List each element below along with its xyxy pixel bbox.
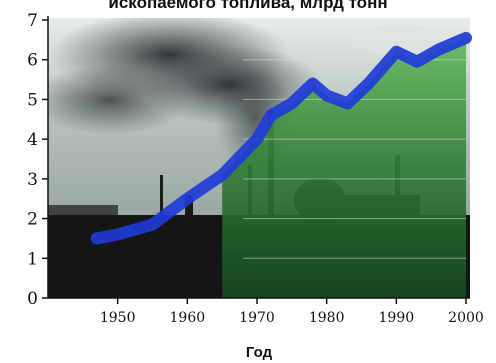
x-tick-label: 2000 (448, 310, 484, 326)
x-axis-label: Год (246, 344, 273, 361)
y-tick-label: 3 (27, 170, 38, 190)
chart-title: ископаемого топлива, млрд тонн (108, 0, 387, 12)
y-tick-label: 5 (27, 90, 38, 110)
y-tick-label: 7 (27, 11, 38, 31)
x-tick-label: 1950 (100, 310, 136, 326)
x-tick-label: 1980 (309, 310, 345, 326)
x-tick-label: 1960 (170, 310, 206, 326)
x-tick-label: 1970 (239, 310, 275, 326)
y-tick-label: 1 (27, 249, 38, 269)
y-tick-label: 2 (27, 210, 38, 230)
area-fill (222, 37, 466, 298)
x-ticks: 1950 1960 1970 1980 1990 2000 (100, 298, 484, 326)
y-tick-label: 0 (27, 289, 38, 309)
series-line (90, 31, 472, 245)
x-tick-label: 1990 (379, 310, 415, 326)
y-tick-label: 4 (27, 130, 38, 150)
y-tick-label: 6 (27, 51, 38, 71)
y-ticks: 0 1 2 3 4 5 6 7 (27, 11, 48, 309)
